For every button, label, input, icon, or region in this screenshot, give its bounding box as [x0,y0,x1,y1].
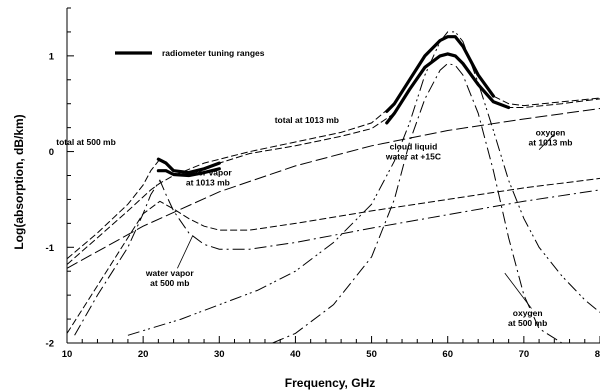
annotation-3: water vapor at 500 mb [145,268,194,288]
annotation-6: oxygen at 500 mb [508,308,547,328]
series-line-2 [67,108,600,269]
series-line-5 [127,31,600,336]
x-tick-label: 50 [366,349,377,360]
x-tick-label: 80 [595,349,600,360]
x-axis-title: Frequency, GHz [285,376,375,390]
annotation-5: oxygen at 1013 mb [529,127,573,147]
annotation-4: cloud liquid water at +15C [385,142,441,162]
x-tick-label: 20 [138,349,149,360]
leader-line-2 [177,235,193,269]
y-tick-label: 1 [49,51,55,62]
series-line-6 [272,62,563,343]
series-group [67,31,600,343]
leader-line-1 [504,272,532,309]
x-tick-label: 60 [442,349,453,360]
legend-label: radiometer tuning ranges [162,48,265,58]
x-tick-label: 30 [214,349,225,360]
annotation-1: total at 500 mb [56,137,116,147]
x-tick-label: 70 [519,349,530,360]
tuning-range-1 [156,167,221,178]
tuning-range-3 [385,52,511,125]
y-tick-label: 0 [49,147,54,158]
axis-ticks: -2 -1 0 1 10 20 30 40 50 60 70 80 [46,7,600,360]
annotation-0: total at 1013 mb [275,115,339,125]
y-tick-label: -2 [46,339,54,350]
series-line-0 [67,36,600,265]
tuning-range-2 [385,35,495,114]
annotation-2: water vapor at 1013 mb [183,168,232,188]
series-line-3 [67,177,600,334]
x-tick-label: 10 [62,349,73,360]
legend: radiometer tuning ranges [115,48,265,58]
series-line-4 [74,179,600,336]
y-axis-title: Log(absorption, dB/km) [12,114,26,249]
curve-annotations: total at 1013 mb total at 500 mb water vap… [56,115,572,328]
plot-lines [67,31,600,343]
y-tick-label: -1 [46,243,55,254]
leader-line-0 [538,134,555,150]
tuning-range-0 [156,157,221,175]
x-tick-label: 40 [290,349,301,360]
